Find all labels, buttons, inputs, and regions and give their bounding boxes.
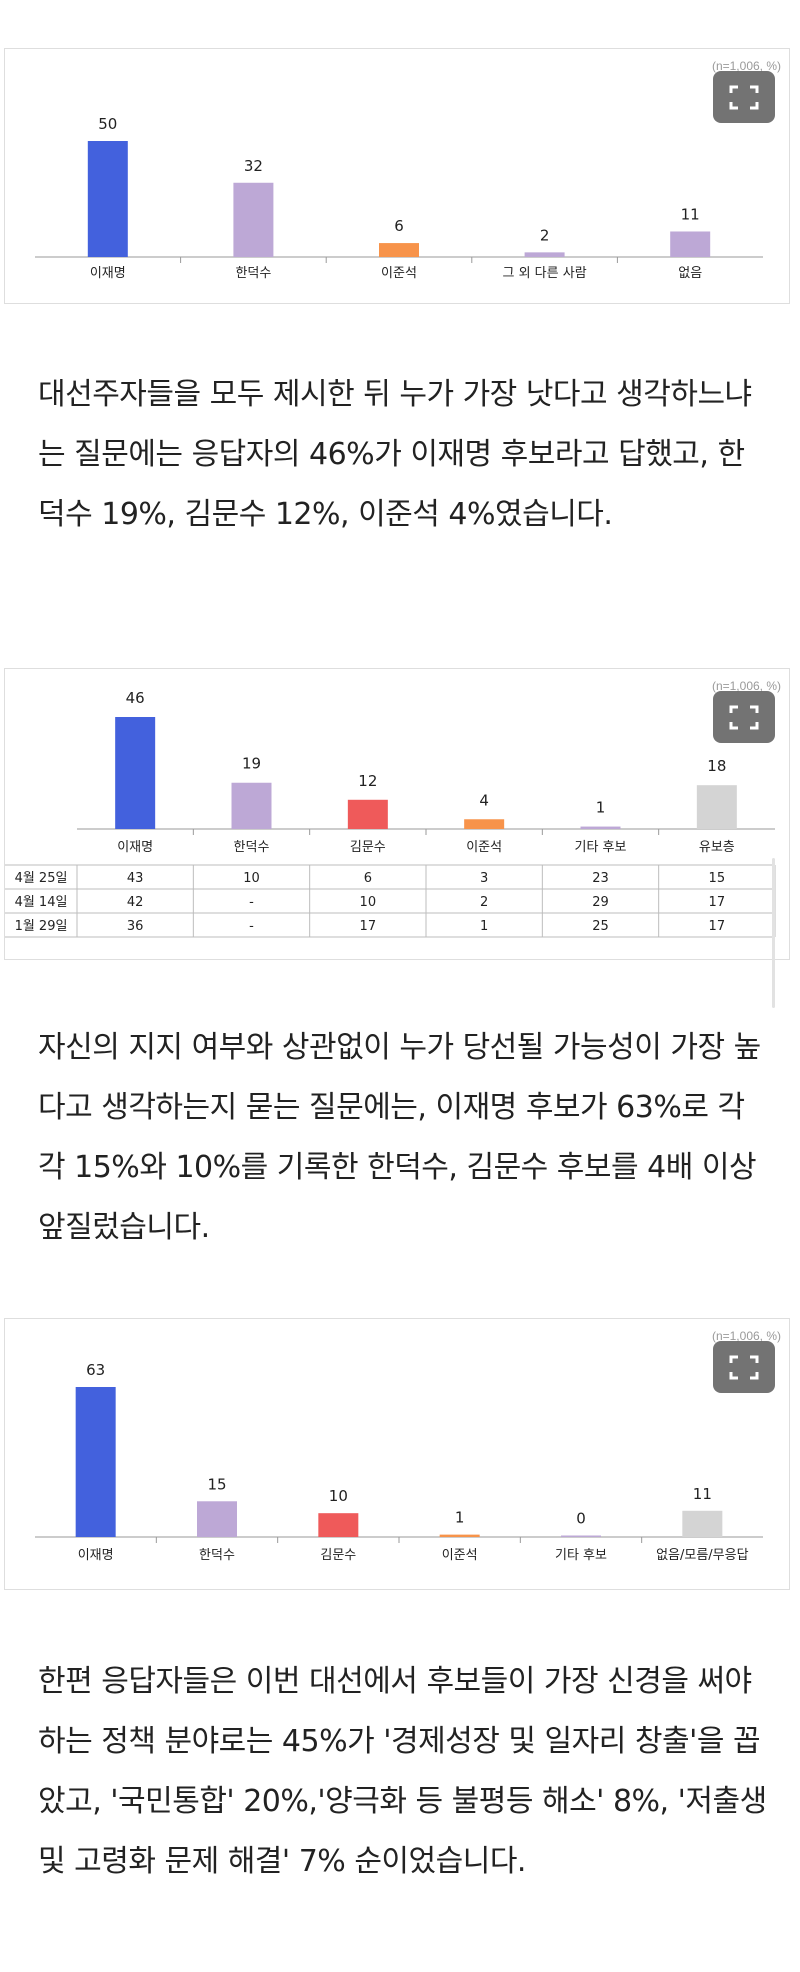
table-row-label: 4월 14일 xyxy=(15,895,68,910)
chart-card-3: (n=1,006, %) 63 이재명 15 한덕수 10 김문수 1 이준석 0 기타 후보 11… xyxy=(4,1318,790,1590)
table-cell: 2 xyxy=(480,895,488,910)
table-row-label: 1월 29일 xyxy=(15,919,68,934)
data-label: 0 xyxy=(576,1510,586,1528)
data-label: 2 xyxy=(540,226,550,244)
table-cell: 17 xyxy=(360,919,377,934)
table-cell: 43 xyxy=(127,871,144,886)
expand-icon xyxy=(729,705,759,730)
bar xyxy=(561,1535,601,1537)
table-row-label: 4월 25일 xyxy=(15,871,68,886)
tick-label: 이재명 xyxy=(90,266,126,281)
expand-icon xyxy=(729,1355,759,1380)
table-cell: 17 xyxy=(709,895,726,910)
table-cell: 10 xyxy=(243,871,260,886)
tick-label: 김문수 xyxy=(320,1548,356,1563)
expand-button[interactable] xyxy=(713,691,775,743)
table-cell: 36 xyxy=(127,919,144,934)
bar xyxy=(670,231,711,257)
table-cell: 3 xyxy=(480,871,488,886)
tick-label: 이준석 xyxy=(466,840,502,855)
chart-card-2: (n=1,006, %) 46 이재명 19 한덕수 12 김문수 4 이준석 1 기타 후보 18… xyxy=(4,668,790,960)
bar xyxy=(87,141,128,257)
article-paragraph-1: 대선주자들을 모두 제시한 뒤 누가 가장 낫다고 생각하느냐는 질문에는 응답… xyxy=(38,377,752,532)
bar xyxy=(197,1501,237,1537)
bar-chart-1: 50 이재명 32 한덕수 6 이준석 2 그 외 다른 사람 11 없음 xyxy=(35,115,763,281)
data-label: 1 xyxy=(596,799,606,817)
tick-label: 한덕수 xyxy=(235,266,271,281)
scrollbar[interactable] xyxy=(772,858,775,1008)
tick-label: 한덕수 xyxy=(199,1548,235,1563)
table-cell: 25 xyxy=(592,919,609,934)
expand-button[interactable] xyxy=(713,71,775,123)
data-label: 12 xyxy=(358,772,377,790)
table-cell: 6 xyxy=(364,871,372,886)
sample-note: (n=1,006, %) xyxy=(711,59,781,73)
bar xyxy=(347,799,388,829)
bar xyxy=(580,826,621,829)
bar xyxy=(318,1513,359,1537)
data-label: 15 xyxy=(207,1475,226,1493)
bar xyxy=(115,717,156,829)
article-paragraph-3: 한편 응답자들은 이번 대선에서 후보들이 가장 신경을 써야하는 정책 분야로… xyxy=(38,1664,767,1879)
tick-label: 이준석 xyxy=(381,266,417,281)
tick-label: 없음/모름/무응답 xyxy=(656,1548,749,1563)
article-paragraph-2: 자신의 지지 여부와 상관없이 누가 당선될 가능성이 가장 높다고 생각하는지… xyxy=(38,1030,761,1245)
bar xyxy=(75,1387,116,1537)
bar xyxy=(464,819,505,829)
data-label: 19 xyxy=(242,755,261,773)
table-cell: - xyxy=(249,895,254,910)
bar-chart-3: 63 이재명 15 한덕수 10 김문수 1 이준석 0 기타 후보 11 없음/모름/무응답 xyxy=(35,1361,763,1563)
tick-label: 한덕수 xyxy=(234,840,270,855)
expand-button[interactable] xyxy=(713,1341,775,1393)
table-cell: 42 xyxy=(127,895,144,910)
tick-label: 유보층 xyxy=(699,840,735,855)
data-label: 11 xyxy=(693,1485,712,1503)
tick-label: 그 외 다른 사람 xyxy=(503,266,587,281)
tick-label: 기타 후보 xyxy=(555,1548,607,1563)
bar xyxy=(231,782,272,829)
data-label: 18 xyxy=(707,757,726,775)
sample-note: (n=1,006, %) xyxy=(711,1329,781,1343)
table-cell: 17 xyxy=(709,919,726,934)
data-label: 10 xyxy=(329,1487,348,1505)
data-label: 11 xyxy=(681,205,700,223)
table-cell: 10 xyxy=(360,895,377,910)
data-label: 1 xyxy=(455,1509,465,1527)
tick-label: 김문수 xyxy=(350,840,386,855)
bar xyxy=(439,1534,480,1537)
table-cell: 15 xyxy=(709,871,726,886)
tick-label: 이재명 xyxy=(78,1548,114,1563)
data-label: 4 xyxy=(479,791,489,809)
sample-note: (n=1,006, %) xyxy=(711,679,781,693)
tick-label: 없음 xyxy=(678,266,702,281)
table-cell: 23 xyxy=(592,871,609,886)
data-label: 6 xyxy=(394,217,404,235)
data-label: 32 xyxy=(244,157,263,175)
data-label: 63 xyxy=(86,1361,105,1379)
table-cell: 1 xyxy=(480,919,488,934)
bar xyxy=(233,182,274,257)
expand-icon xyxy=(729,85,759,110)
table-cell: 29 xyxy=(592,895,609,910)
tick-label: 기타 후보 xyxy=(575,840,627,855)
tick-label: 이재명 xyxy=(117,840,153,855)
bar xyxy=(379,243,419,257)
chart-card-1: (n=1,006, %) 50 이재명 32 한덕수 6 이준석 2 그 외 다른 사람 11 없… xyxy=(4,48,790,304)
data-label: 50 xyxy=(98,115,117,133)
bar xyxy=(696,785,737,829)
data-label: 46 xyxy=(126,689,145,707)
tick-label: 이준석 xyxy=(442,1548,478,1563)
bar xyxy=(682,1510,723,1537)
bar xyxy=(524,252,565,257)
table-cell: - xyxy=(249,919,254,934)
